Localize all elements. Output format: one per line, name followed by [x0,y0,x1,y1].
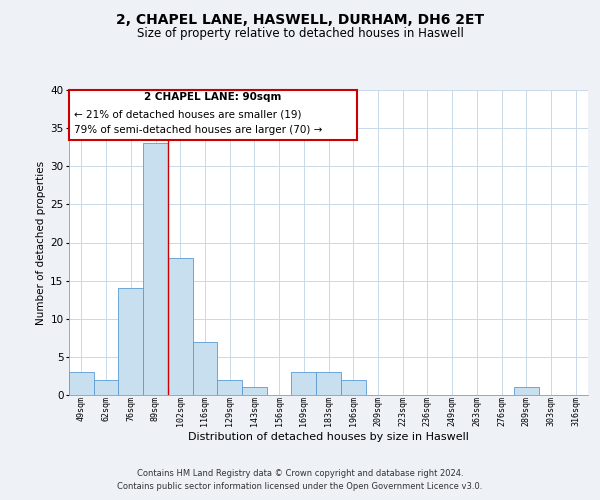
Bar [341,380,365,395]
FancyBboxPatch shape [69,90,357,140]
Text: Contains HM Land Registry data © Crown copyright and database right 2024.: Contains HM Land Registry data © Crown c… [137,468,463,477]
Bar [217,380,242,395]
Y-axis label: Number of detached properties: Number of detached properties [36,160,46,324]
X-axis label: Distribution of detached houses by size in Haswell: Distribution of detached houses by size … [188,432,469,442]
Text: 2 CHAPEL LANE: 90sqm: 2 CHAPEL LANE: 90sqm [145,92,282,102]
Bar [316,372,341,395]
Bar [514,388,539,395]
Text: 79% of semi-detached houses are larger (70) →: 79% of semi-detached houses are larger (… [74,125,323,135]
Bar [69,372,94,395]
Text: Size of property relative to detached houses in Haswell: Size of property relative to detached ho… [137,28,463,40]
Bar [118,288,143,395]
Bar [193,342,217,395]
Bar [94,380,118,395]
Text: ← 21% of detached houses are smaller (19): ← 21% of detached houses are smaller (19… [74,109,302,119]
Bar [143,144,168,395]
Bar [292,372,316,395]
Text: 2, CHAPEL LANE, HASWELL, DURHAM, DH6 2ET: 2, CHAPEL LANE, HASWELL, DURHAM, DH6 2ET [116,12,484,26]
Bar [168,258,193,395]
Text: Contains public sector information licensed under the Open Government Licence v3: Contains public sector information licen… [118,482,482,491]
Bar [242,388,267,395]
